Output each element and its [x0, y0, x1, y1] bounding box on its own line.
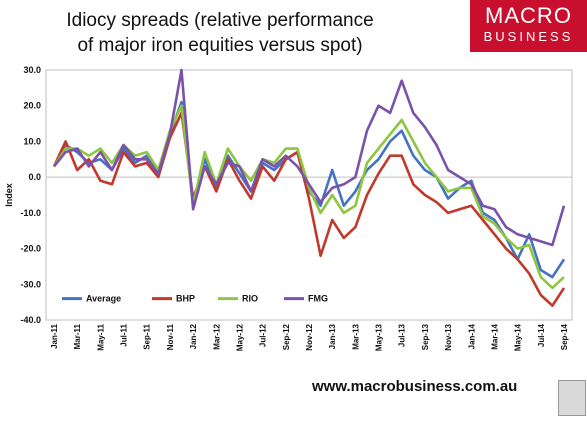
x-tick-label: Jul-14: [537, 323, 546, 347]
y-tick-label: 0.0: [28, 172, 41, 182]
series-line-fmg: [52, 68, 566, 247]
legend-label-bhp: BHP: [176, 294, 195, 304]
x-tick-label: Mar-12: [212, 323, 221, 349]
x-tick-label: May-12: [235, 323, 244, 351]
x-tick-label: Mar-14: [490, 323, 499, 349]
website-url: www.macrobusiness.com.au: [312, 378, 518, 395]
x-tick-label: Nov-12: [305, 323, 314, 350]
x-tick-label: Jul-11: [120, 323, 129, 346]
y-tick-label: -30.0: [20, 279, 41, 289]
series-line-rio: [52, 104, 565, 290]
logo-line1: MACRO: [485, 3, 572, 28]
chart-title-line1: Idiocy spreads (relative performance: [66, 10, 374, 31]
x-tick-label: Mar-11: [73, 323, 82, 349]
logo-line2: BUSINESS: [483, 29, 574, 44]
chart-title-line2: of major iron equities versus spot): [77, 35, 363, 56]
x-tick-label: Jan-12: [189, 323, 198, 349]
x-tick-label: Sep-12: [282, 323, 291, 350]
x-tick-label: May-13: [375, 323, 384, 351]
chart-title: Idiocy spreads (relative performance of …: [0, 8, 440, 58]
legend-label-rio: RIO: [242, 294, 258, 304]
x-tick-label: Jan-14: [467, 323, 476, 349]
y-axis-label: Index: [4, 183, 14, 207]
plot-area: [45, 69, 573, 321]
wolf-icon: [558, 380, 586, 416]
x-tick-label: Jul-13: [398, 323, 407, 347]
x-tick-label: May-14: [514, 323, 523, 351]
x-tick-label: Sep-11: [143, 323, 152, 349]
x-tick-label: Jan-11: [50, 323, 59, 348]
series-line-bhp: [52, 111, 566, 308]
x-tick-label: Mar-13: [351, 323, 360, 349]
legend-label-fmg: FMG: [308, 294, 328, 304]
x-tick-label: Nov-11: [166, 323, 175, 350]
x-tick-label: May-11: [96, 323, 105, 350]
y-tick-label: 20.0: [23, 101, 41, 111]
y-tick-label: 10.0: [23, 136, 41, 146]
y-tick-label: 30.0: [23, 65, 41, 75]
x-tick-label: Sep-14: [560, 323, 569, 350]
macrobusiness-logo: MACRO BUSINESS: [470, 0, 587, 52]
legend-label-average: Average: [86, 294, 121, 304]
y-tick-label: -10.0: [20, 208, 41, 218]
x-tick-label: Sep-13: [421, 323, 430, 350]
x-tick-label: Jan-13: [328, 323, 337, 349]
y-tick-label: -20.0: [20, 244, 41, 254]
x-tick-label: Jul-12: [259, 323, 268, 347]
x-tick-label: Nov-13: [444, 323, 453, 350]
y-tick-label: -40.0: [20, 315, 41, 325]
